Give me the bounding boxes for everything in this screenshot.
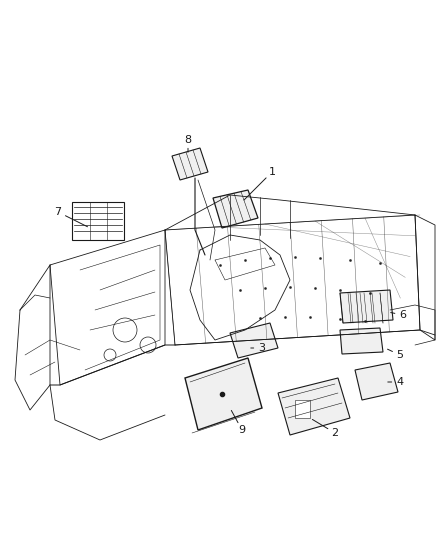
Text: 3: 3	[258, 343, 265, 353]
Text: 5: 5	[396, 350, 403, 360]
Text: 8: 8	[184, 135, 191, 145]
Polygon shape	[355, 363, 398, 400]
Text: 9: 9	[238, 425, 246, 435]
Polygon shape	[278, 378, 350, 435]
Polygon shape	[340, 328, 383, 354]
Text: 6: 6	[399, 310, 406, 320]
Text: 2: 2	[332, 428, 339, 438]
Polygon shape	[213, 190, 258, 228]
Bar	[72, 202, 124, 240]
Text: 7: 7	[54, 207, 62, 217]
Text: 1: 1	[268, 167, 276, 177]
Polygon shape	[340, 290, 393, 323]
Bar	[295, 400, 310, 418]
Polygon shape	[230, 323, 278, 358]
Text: 4: 4	[396, 377, 403, 387]
Polygon shape	[185, 358, 262, 430]
Polygon shape	[172, 148, 208, 180]
